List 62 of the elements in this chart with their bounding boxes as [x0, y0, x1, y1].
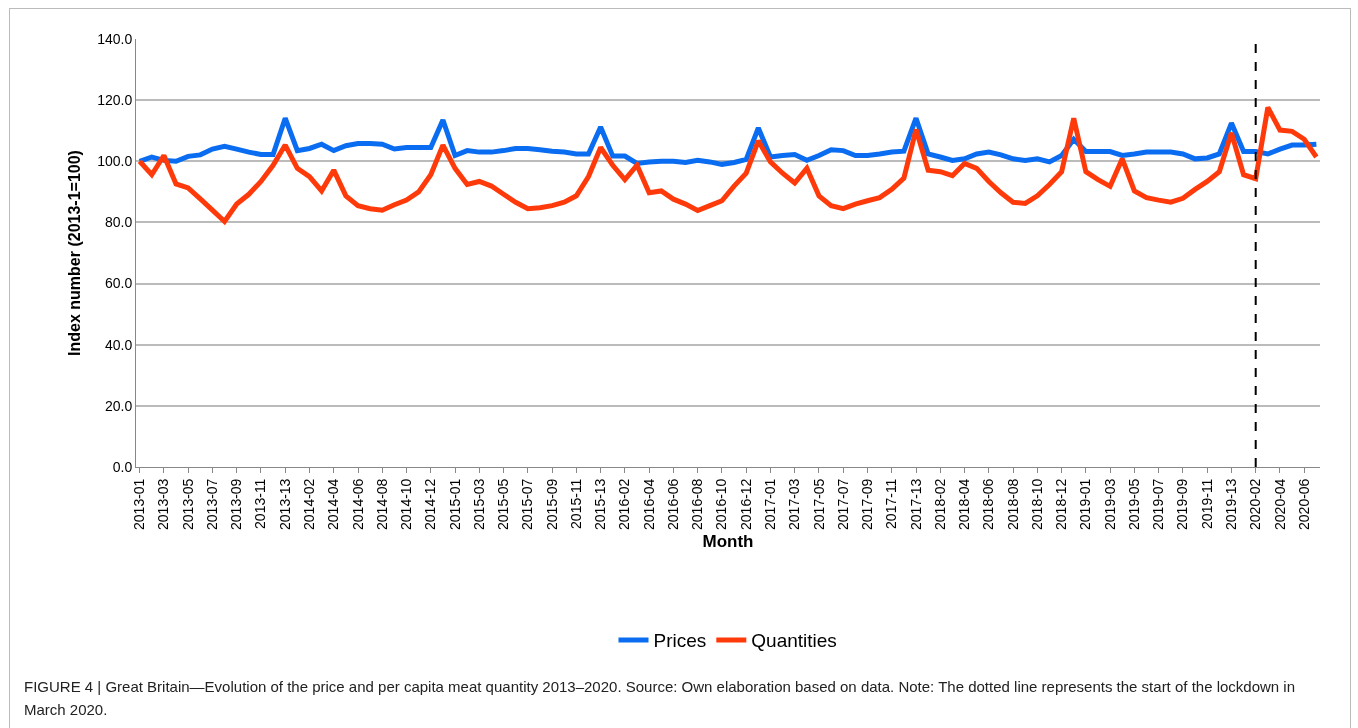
x-tick-label: 2016-04 — [640, 478, 657, 530]
x-tick-label: 2015-01 — [446, 478, 463, 530]
x-tick-label: 2019-05 — [1125, 478, 1142, 530]
x-tick-label: 2019-11 — [1198, 478, 1215, 529]
y-tick-label: 140.0 — [97, 30, 133, 47]
x-tick-label: 2014-08 — [373, 478, 390, 530]
x-tick-label: 2016-02 — [616, 478, 633, 530]
x-tick-label: 2018-06 — [980, 478, 997, 530]
x-tick-label: 2017-01 — [762, 478, 779, 530]
x-tick-label: 2015-03 — [470, 478, 487, 530]
x-tick-label: 2017-11 — [883, 478, 900, 529]
x-tick-label: 2014-02 — [301, 478, 318, 530]
x-tick-label: 2020-06 — [1295, 478, 1312, 530]
y-tick-label: 40.0 — [104, 336, 133, 353]
x-tick-label: 2013-13 — [276, 478, 293, 530]
y-tick-label: 80.0 — [104, 214, 133, 231]
x-tick-label: 2015-07 — [519, 478, 536, 530]
x-axis-title: Month — [702, 531, 754, 551]
y-tick-label: 120.0 — [97, 92, 133, 109]
x-tick-label: 2014-06 — [349, 478, 366, 530]
x-tick-label: 2019-13 — [1222, 478, 1239, 530]
y-tick-label: 20.0 — [104, 397, 133, 414]
x-tick-label: 2019-07 — [1150, 478, 1167, 530]
x-tick-label: 2015-11 — [567, 478, 584, 529]
x-tick-label: 2019-03 — [1101, 478, 1118, 530]
x-tick-label: 2014-04 — [325, 478, 342, 530]
x-tick-label: 2018-04 — [956, 478, 973, 530]
x-tick-label: 2015-05 — [495, 478, 512, 530]
x-tick-label: 2016-12 — [737, 478, 754, 530]
x-tick-label: 2013-07 — [203, 478, 220, 530]
x-tick-label: 2017-05 — [810, 478, 827, 530]
x-tick-label: 2019-09 — [1174, 478, 1191, 530]
caption: FIGURE 4 | Great Britain—Evolution of the price and per capita meat quantity 2013–2020. Source: Own elaboration based on data. Note: The dotted line represents the start of the lockdown in March 2020. — [23, 677, 1297, 720]
x-tick-label: 2018-12 — [1053, 478, 1070, 530]
x-tick-label: 2013-09 — [228, 478, 245, 530]
x-tick-label: 2017-09 — [859, 478, 876, 530]
y-axis-title: Index number (2013-1=100) — [66, 150, 84, 356]
x-tick-label: 2020-02 — [1247, 478, 1264, 530]
x-tick-label: 2017-07 — [834, 478, 851, 530]
y-tick-label: 100.0 — [97, 153, 133, 170]
x-tick-label: 2015-09 — [543, 478, 560, 530]
x-tick-label: 2017-13 — [907, 478, 924, 530]
x-tick-label: 2013-11 — [252, 478, 269, 529]
x-tick-label: 2018-02 — [931, 478, 948, 530]
x-tick-label: 2017-03 — [786, 478, 803, 530]
x-tick-label: 2018-10 — [1028, 478, 1045, 530]
x-tick-label: 2018-08 — [1004, 478, 1021, 530]
x-tick-label: 2014-12 — [422, 478, 439, 530]
x-tick-label: 2013-01 — [131, 478, 148, 530]
x-tick-label: 2020-04 — [1271, 478, 1288, 530]
x-tick-label: 2019-01 — [1077, 478, 1094, 530]
y-tick-label: 0.0 — [112, 458, 133, 475]
x-tick-label: 2013-05 — [179, 478, 196, 530]
x-tick-label: 2015-13 — [592, 478, 609, 530]
legend-label: Prices — [653, 630, 707, 652]
x-tick-label: 2014-10 — [398, 478, 415, 530]
x-tick-label: 2016-08 — [689, 478, 706, 530]
x-tick-label: 2016-06 — [664, 478, 681, 530]
legend-label: Quantities — [751, 630, 837, 652]
x-tick-label: 2016-10 — [713, 478, 730, 530]
x-tick-label: 2013-03 — [155, 478, 172, 530]
y-tick-label: 60.0 — [104, 275, 133, 292]
